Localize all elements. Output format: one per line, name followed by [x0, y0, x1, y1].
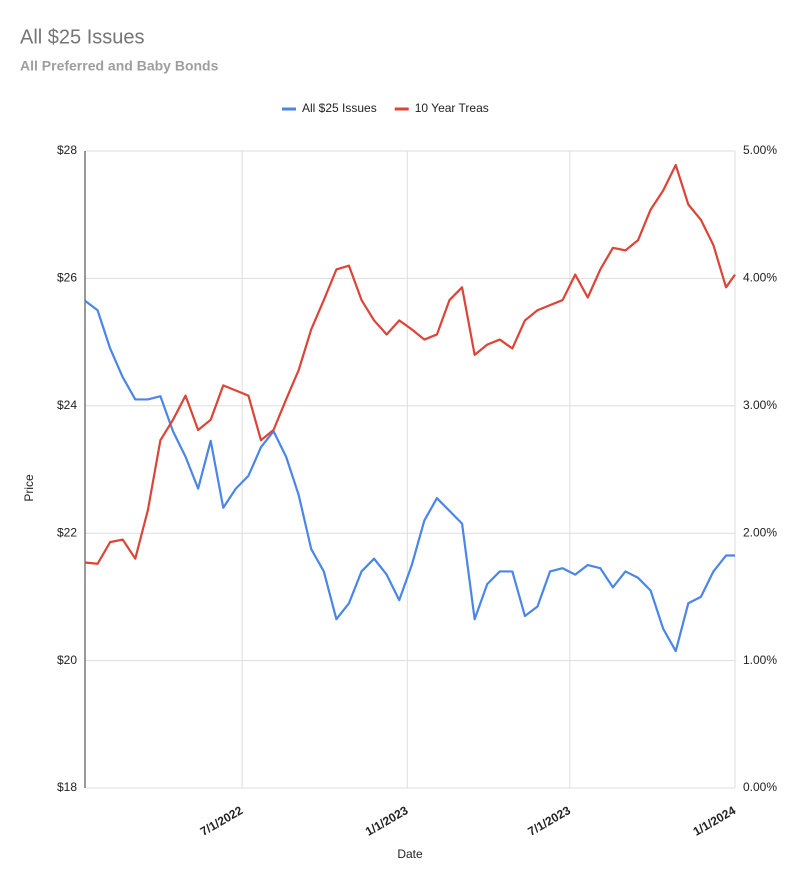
- x-axis-label: Date: [397, 847, 423, 861]
- x-tick-label: 1/1/2024: [691, 803, 739, 839]
- x-tick-label: 1/1/2023: [363, 803, 411, 839]
- y2-tick-label: 3.00%: [743, 398, 777, 412]
- y-tick-label: $20: [57, 653, 77, 667]
- x-tick-label: 7/1/2022: [198, 803, 246, 839]
- data-line: [84, 299, 735, 653]
- chart-subtitle: All Preferred and Baby Bonds: [20, 58, 219, 74]
- y2-tick-label: 2.00%: [743, 525, 777, 539]
- y-tick-label: $26: [57, 271, 77, 285]
- y-tick-label: $22: [57, 525, 77, 539]
- y-tick-label: $28: [57, 143, 77, 157]
- data-line: [84, 163, 736, 565]
- y2-tick-label: 4.00%: [743, 271, 777, 285]
- y2-tick-label: 5.00%: [743, 143, 777, 157]
- y-tick-label: $18: [57, 780, 77, 794]
- y-tick-label: $24: [57, 398, 77, 412]
- y-axis-label: Price: [22, 474, 36, 502]
- y2-tick-label: 0.00%: [743, 780, 777, 794]
- x-tick-label: 7/1/2023: [525, 803, 573, 839]
- chart-title: All $25 Issues: [20, 26, 145, 48]
- legend-label: 10 Year Treas: [415, 101, 489, 115]
- legend-label: All $25 Issues: [302, 101, 377, 115]
- y2-tick-label: 1.00%: [743, 653, 777, 667]
